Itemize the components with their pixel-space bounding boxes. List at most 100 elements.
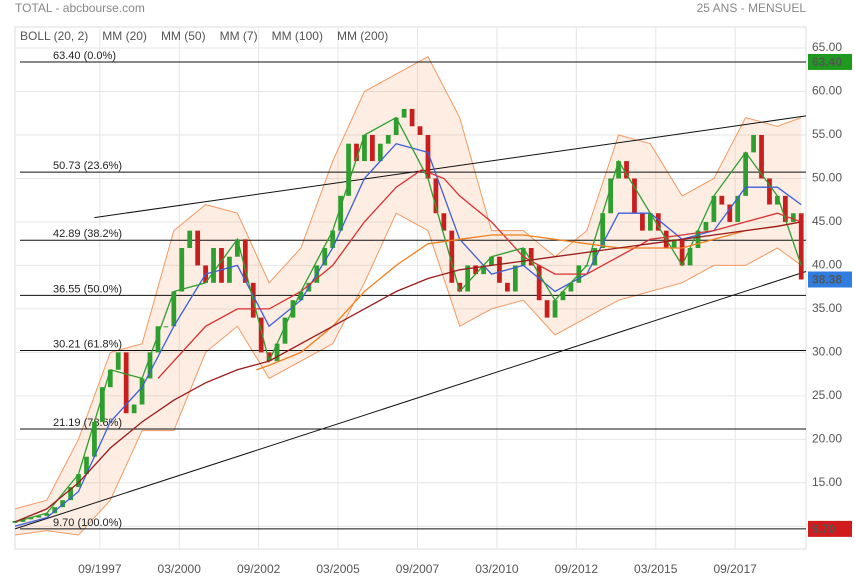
candle [99, 387, 105, 422]
candle [640, 213, 645, 231]
candle [528, 248, 534, 266]
price-tag [808, 520, 852, 537]
candle [624, 161, 629, 179]
candle [107, 369, 113, 388]
candle [139, 378, 145, 405]
legend-item: MM (20) [102, 29, 147, 43]
candle [560, 291, 566, 301]
candle [798, 213, 804, 280]
candle [457, 282, 463, 292]
candle [28, 517, 34, 520]
candle [123, 352, 129, 414]
candle [425, 134, 431, 179]
candle [131, 404, 137, 414]
candle [655, 213, 661, 231]
candle [163, 326, 169, 328]
fibonacci-label: 9.70 (100.0%) [53, 517, 122, 529]
candle [775, 195, 780, 205]
candle [195, 230, 201, 266]
candle [266, 352, 272, 362]
candle [759, 134, 764, 179]
x-tick-label: 09/2012 [555, 562, 599, 576]
y-tick-label: 50.00 [812, 171, 842, 185]
y-tick-label: 65.00 [812, 40, 842, 54]
candle [647, 213, 653, 231]
candle [211, 248, 216, 283]
candle [370, 134, 375, 162]
y-tick-label: 60.00 [812, 84, 842, 98]
price-tag-label: 63.40 [812, 55, 842, 69]
candle [767, 178, 772, 205]
candle [179, 248, 185, 292]
candle [417, 126, 423, 135]
moving-average [14, 221, 802, 523]
fibonacci-label: 50.73 (23.6%) [53, 160, 122, 172]
candle [219, 248, 224, 283]
candle [227, 256, 232, 283]
candle [60, 500, 66, 508]
legend-item: MM (100) [272, 29, 323, 43]
candle [632, 178, 637, 214]
bollinger-lower [14, 212, 802, 536]
candle [354, 143, 359, 162]
y-tick-label: 20.00 [812, 431, 842, 445]
candle [616, 161, 621, 179]
price-tag [808, 271, 852, 288]
x-tick-label: 09/2002 [237, 562, 281, 576]
legend-item: MM (200) [337, 29, 388, 43]
bollinger-upper [14, 56, 802, 510]
candle [338, 195, 343, 231]
moving-average [14, 116, 802, 523]
candle [505, 282, 510, 292]
trend-line [14, 271, 807, 530]
candle [719, 195, 725, 205]
fibonacci-label: 42.89 (38.2%) [53, 228, 122, 240]
candle [346, 143, 351, 196]
candle [234, 239, 240, 257]
candle [465, 265, 471, 292]
y-tick-label: 25.00 [812, 388, 842, 402]
fibonacci-label: 36.55 (50.0%) [53, 283, 122, 295]
candle [322, 248, 328, 266]
x-tick-label: 09/1997 [78, 562, 122, 576]
y-tick-label: 15.00 [812, 475, 842, 489]
candle [242, 239, 248, 283]
candle [512, 265, 518, 292]
candle [568, 282, 574, 292]
candle [171, 291, 177, 327]
candle [751, 134, 756, 153]
candle [385, 134, 391, 144]
fibonacci-label: 21.19 (78.6%) [53, 417, 122, 429]
candle [282, 317, 288, 344]
candle [790, 213, 796, 222]
price-tag [808, 53, 852, 70]
y-tick-label: 30.00 [812, 345, 842, 359]
fibonacci-label: 63.40 (0.0%) [53, 50, 116, 62]
candle [679, 239, 685, 266]
candle [481, 265, 486, 275]
candle [362, 134, 367, 162]
x-tick-label: 03/2000 [158, 562, 202, 576]
candle [497, 256, 502, 283]
candle [84, 456, 89, 475]
candle [552, 300, 558, 318]
x-tick-label: 09/2007 [396, 562, 440, 576]
candle [433, 178, 439, 214]
candle [409, 108, 415, 127]
legend-item: MM (50) [161, 29, 206, 43]
candle [92, 421, 97, 457]
candle [489, 256, 494, 266]
candle [393, 117, 399, 135]
candle [608, 178, 614, 214]
candle [441, 213, 447, 231]
x-tick-label: 03/2010 [475, 562, 519, 576]
x-tick-label: 09/2017 [713, 562, 757, 576]
candle [544, 300, 550, 318]
candle [147, 352, 153, 379]
legend-item: MM (7) [220, 29, 258, 43]
candle [20, 519, 26, 522]
candle [52, 507, 58, 514]
candle [600, 213, 606, 249]
candle [782, 195, 788, 222]
candle [743, 152, 749, 196]
